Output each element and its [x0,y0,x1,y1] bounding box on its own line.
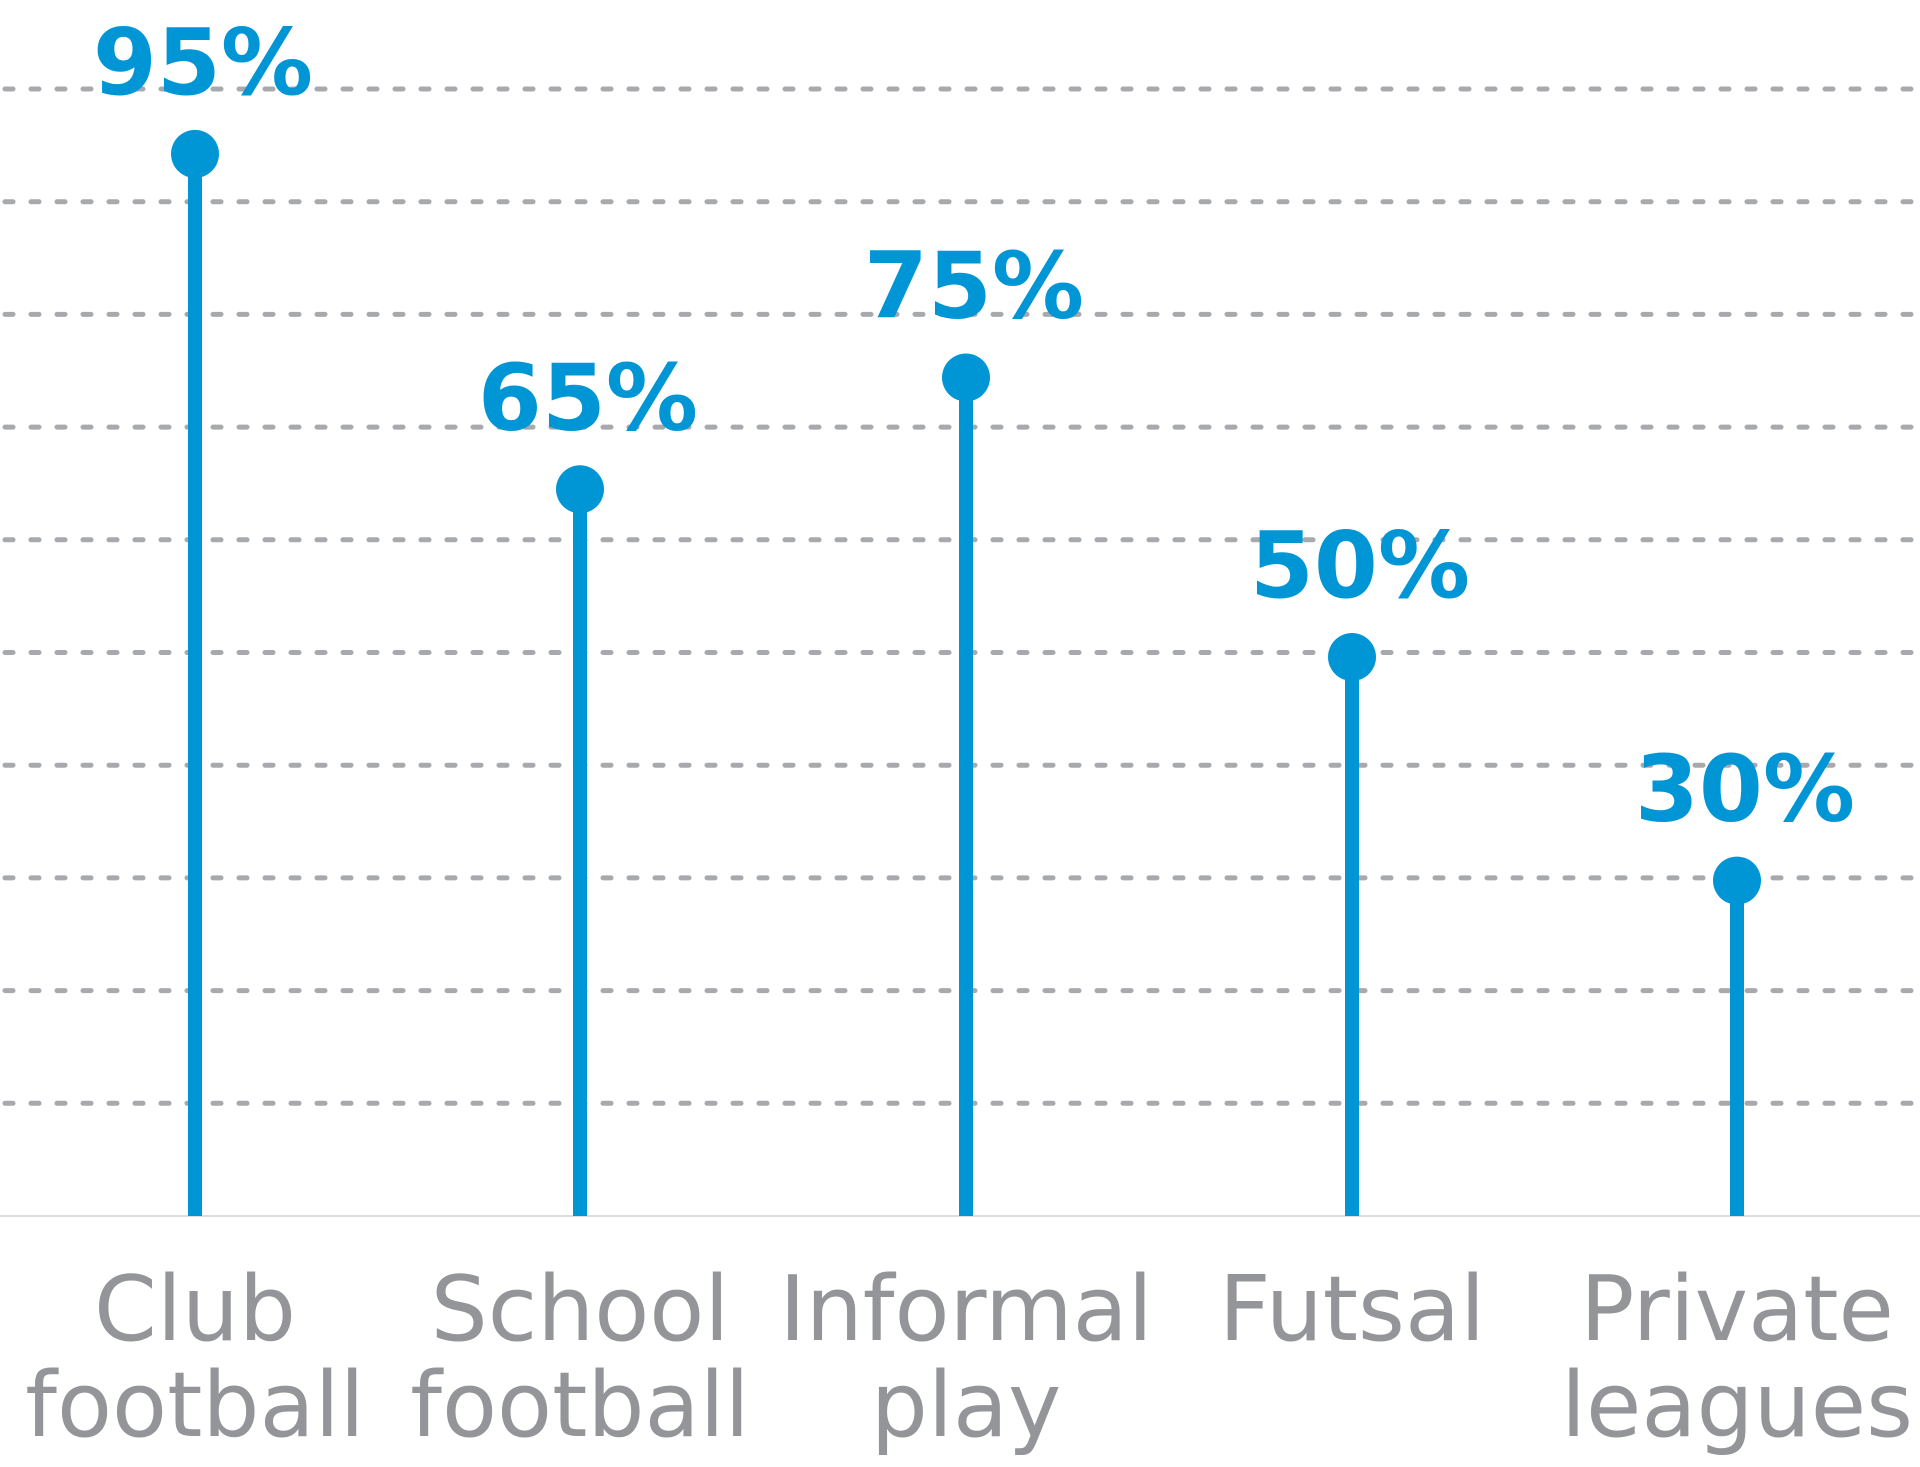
lollipop-dot [942,353,990,402]
category-label: Private [1580,1257,1894,1362]
category-label: Futsal [1219,1257,1485,1362]
category-label: Informal [779,1257,1153,1362]
value-label: 30% [1635,736,1855,843]
value-label: 75% [864,233,1084,340]
category-label: football [25,1353,364,1458]
lollipops: 95% 65% 75% 50% 30% [93,9,1855,1216]
lollipop-dot [556,465,604,514]
category-label: Club [94,1257,296,1362]
lollipop-dot [171,129,219,178]
category-label: School [431,1257,730,1362]
value-label: 50% [1250,512,1470,619]
gridlines [2,86,1920,1106]
value-label: 95% [93,9,313,116]
category-label: football [410,1353,749,1458]
value-label: 65% [478,344,698,451]
lollipop-dot [1328,633,1376,681]
lollipop-dot [1713,856,1761,905]
category-label: leagues [1561,1353,1913,1458]
category-labels: ClubfootballSchoolfootballInformalplayFu… [25,1257,1913,1458]
category-label: play [871,1353,1062,1458]
